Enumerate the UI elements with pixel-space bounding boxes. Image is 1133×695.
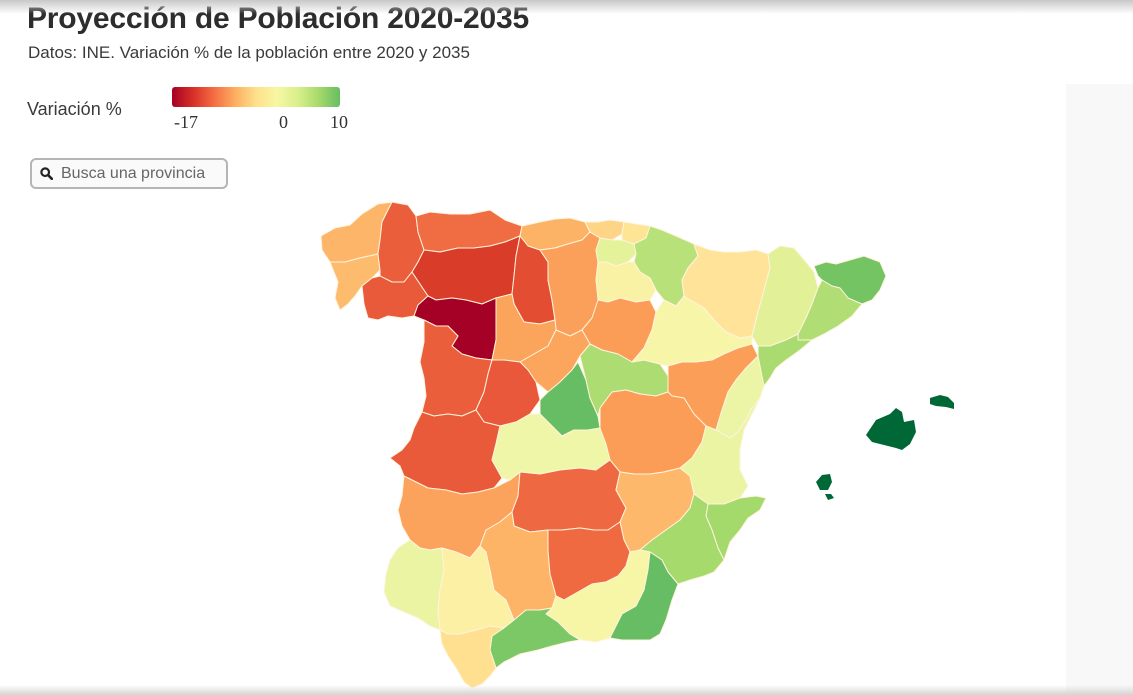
legend-tick-max: 10 <box>330 112 348 132</box>
province-illes-balears-formentera[interactable] <box>825 494 834 500</box>
province-huelva[interactable] <box>383 539 445 631</box>
legend-title: Variación % <box>27 99 122 119</box>
province-cadiz[interactable] <box>439 625 505 689</box>
province-illes-balears-menorca[interactable] <box>930 395 954 409</box>
province-search-input[interactable] <box>61 164 221 183</box>
legend-tick-mid: 0 <box>279 112 288 132</box>
province-almeria[interactable] <box>609 551 679 641</box>
province-illes-balears-mallorca[interactable] <box>866 408 916 450</box>
page-subtitle: Datos: INE. Variación % de la población … <box>28 43 470 62</box>
province-barcelona[interactable] <box>797 279 863 341</box>
legend-tick-min: -17 <box>174 112 198 132</box>
search-icon <box>40 167 53 180</box>
province-valencia[interactable] <box>679 397 761 505</box>
side-panel <box>1066 84 1133 695</box>
province-illes-balears-ibiza[interactable] <box>816 474 832 490</box>
province-search-box[interactable] <box>30 158 228 189</box>
legend-color-scale <box>172 87 340 107</box>
